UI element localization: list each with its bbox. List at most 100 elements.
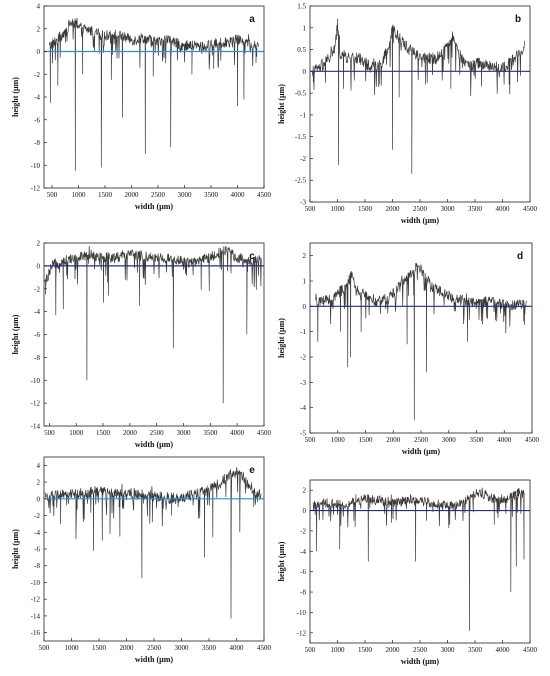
x-tick-label: 500: [305, 646, 316, 654]
x-tick-label: 3500: [470, 436, 485, 444]
y-tick-label: -4: [34, 529, 40, 537]
panel-letter: d: [517, 251, 523, 262]
y-tick-label: -2: [34, 512, 40, 520]
x-axis-label: width (µm): [135, 202, 174, 211]
y-tick-label: 1: [303, 24, 307, 32]
x-tick-label: 2500: [414, 436, 429, 444]
y-tick-label: -6: [300, 568, 306, 576]
x-tick-label: 2000: [386, 436, 401, 444]
profile-line: [44, 467, 262, 619]
x-tick-label: 4500: [523, 646, 538, 654]
x-tick-label: 4000: [496, 205, 511, 213]
x-tick-label: 500: [44, 429, 55, 437]
x-axis-label: width (µm): [401, 657, 440, 666]
y-tick-label: 2: [37, 479, 41, 487]
x-tick-label: 1500: [92, 644, 107, 652]
y-tick-label: -14: [31, 612, 41, 620]
x-tick-label: 4500: [257, 644, 272, 652]
plot-frame: [309, 242, 533, 434]
x-tick-label: 500: [47, 191, 58, 199]
x-tick-label: 4000: [230, 644, 245, 652]
x-tick-label: 500: [39, 644, 50, 652]
y-tick-label: -12: [297, 629, 307, 637]
y-tick-label: -10: [31, 162, 41, 170]
y-tick-label: -10: [31, 579, 41, 587]
y-axis-label: height (µm): [11, 529, 20, 569]
y-tick-label: -8: [34, 562, 40, 570]
y-tick-label: -2: [300, 354, 306, 362]
y-tick-label: -1: [300, 328, 306, 336]
x-tick-label: 2000: [124, 191, 139, 199]
chart-panel-d: 500 1000 1500 2000 2500 3000 3500 4000 4500 2 1 0 -1…: [277, 242, 540, 456]
y-tick-label: 0.5: [297, 46, 306, 54]
y-tick-label: 0: [303, 507, 307, 515]
panel-letter: f: [516, 488, 520, 499]
y-tick-label: -0.5: [295, 90, 307, 98]
x-tick-label: 3000: [442, 436, 457, 444]
y-tick-label: -4: [34, 94, 40, 102]
y-tick-label: 0: [303, 303, 307, 311]
y-tick-label: 0: [37, 48, 41, 56]
x-tick-label: 1000: [69, 429, 84, 437]
y-tick-label: 2: [303, 252, 307, 260]
y-tick-label: 2: [303, 487, 307, 495]
x-tick-label: 2500: [413, 205, 428, 213]
y-tick-label: -2: [34, 71, 40, 79]
x-tick-label: 1000: [71, 191, 86, 199]
x-tick-label: 1500: [96, 429, 111, 437]
x-tick-label: 2500: [413, 646, 428, 654]
y-tick-label: -2: [300, 155, 306, 163]
x-tick-label: 1000: [331, 205, 346, 213]
panel-letter: b: [515, 14, 521, 25]
profile-line: [315, 262, 527, 421]
y-tick-label: -2.5: [295, 177, 307, 185]
x-tick-label: 4000: [497, 436, 512, 444]
y-tick-label: -2: [34, 285, 40, 293]
y-tick-label: -10: [297, 609, 307, 617]
y-tick-label: 0: [37, 495, 41, 503]
x-tick-label: 3000: [441, 205, 456, 213]
chart-panel-e: 500 1000 1500 2000 2500 3000 3500 4000 4500 4 2 0 -2…: [11, 456, 272, 664]
y-tick-label: -12: [31, 596, 41, 604]
x-tick-label: 4000: [230, 191, 245, 199]
y-axis-label: height (µm): [277, 541, 286, 581]
x-tick-label: 3000: [175, 644, 190, 652]
x-tick-label: 4500: [257, 191, 272, 199]
y-tick-label: -2: [300, 527, 306, 535]
x-tick-label: 1500: [359, 436, 374, 444]
y-tick-label: -12: [31, 185, 41, 193]
x-tick-label: 3500: [203, 429, 218, 437]
x-tick-label: 4000: [230, 429, 245, 437]
y-axis-label: height (µm): [277, 318, 286, 358]
x-axis-label: width (µm): [401, 216, 440, 225]
x-tick-label: 2000: [123, 429, 138, 437]
chart-panel-b: 500 1000 1500 2000 2500 3000 3500 4000 4500 1.5 1 0…: [277, 3, 538, 226]
profile-line: [312, 487, 525, 631]
y-tick-label: 0: [303, 68, 307, 76]
y-tick-label: -14: [31, 423, 41, 431]
y-tick-label: -6: [34, 331, 40, 339]
x-tick-label: 4500: [257, 429, 272, 437]
x-tick-label: 2000: [386, 646, 401, 654]
y-tick-label: -3: [300, 199, 306, 207]
plot-frame: [309, 5, 531, 203]
y-tick-label: -4: [300, 404, 306, 412]
x-tick-label: 3500: [202, 644, 217, 652]
x-tick-label: 3000: [441, 646, 456, 654]
profile-line: [312, 18, 525, 174]
x-tick-label: 1000: [331, 646, 346, 654]
x-tick-label: 4000: [496, 646, 511, 654]
y-tick-label: -8: [34, 139, 40, 147]
x-tick-label: 2500: [147, 644, 162, 652]
y-tick-label: 2: [37, 240, 41, 248]
panel-letter: a: [249, 14, 255, 25]
y-tick-label: -1.5: [295, 133, 307, 141]
y-tick-label: -8: [34, 354, 40, 362]
y-tick-label: -8: [300, 589, 306, 597]
y-tick-label: -12: [31, 400, 41, 408]
y-tick-label: -6: [34, 546, 40, 554]
x-axis-label: width (µm): [135, 655, 174, 664]
panel-letter: c: [249, 251, 255, 262]
y-tick-label: -10: [31, 377, 41, 385]
y-tick-label: -4: [34, 308, 40, 316]
